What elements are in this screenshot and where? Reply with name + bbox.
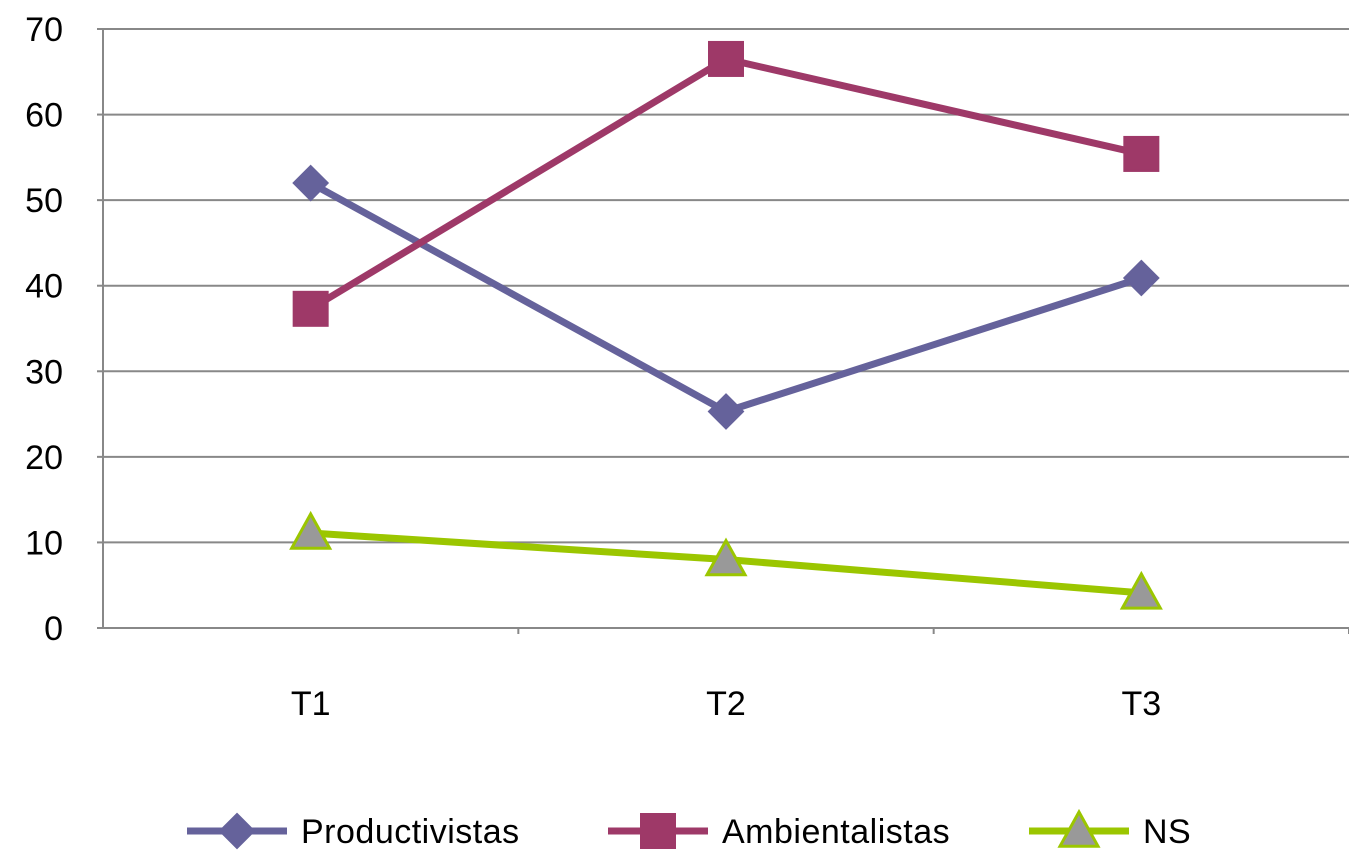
point-productivistas-t2-diamond-marker (707, 393, 745, 430)
y-tick-label: 50 (25, 182, 63, 220)
point-ns-t2-triangle-marker (704, 537, 748, 577)
point-productivistas-t3-diamond-marker (1122, 259, 1160, 297)
point-ambientalistas-t1-square-marker (292, 290, 329, 327)
point-ambientalistas-t2-square-marker (708, 40, 744, 77)
x-tick-label-t2: T2 (706, 685, 746, 723)
series-ambientalistas (292, 40, 1160, 327)
y-tick-label: 20 (25, 439, 63, 477)
point-ambientalistas-t3-square-marker (1123, 135, 1160, 172)
series-lines (289, 40, 1163, 610)
series-line-ambientalistas (307, 55, 1145, 313)
x-tick-label-t1: T1 (291, 685, 331, 723)
y-tick-label: 60 (25, 97, 63, 135)
legend-ns-triangle-marker (1057, 808, 1101, 848)
legend-productivistas-diamond-marker (218, 812, 256, 850)
y-tick-label: 30 (25, 353, 63, 391)
legend-label-ambientalistas: Ambientalistas (722, 813, 950, 851)
point-productivistas-t1-diamond-marker (292, 164, 330, 202)
legend-item-ambientalistas: Ambientalistas (608, 813, 950, 851)
y-tick-label: 10 (25, 524, 63, 562)
series-productivistas (292, 164, 1160, 430)
gridlines (103, 28, 1349, 544)
legend-item-ns: NS (1029, 808, 1191, 851)
y-tick-label: 70 (25, 11, 63, 49)
legend-item-productivistas: Productivistas (187, 812, 520, 851)
x-axis-tick-labels: T1 T2 T3 (291, 685, 1161, 723)
point-ns-t3-triangle-marker (1119, 570, 1163, 610)
y-axis-tick-labels: 0 10 20 30 40 50 60 70 (25, 11, 63, 648)
y-tick-label: 0 (44, 610, 63, 648)
legend-label-productivistas: Productivistas (301, 813, 520, 851)
y-tick-label: 40 (25, 268, 63, 306)
legend-ambientalistas-square-marker (640, 813, 676, 849)
point-ns-t1-triangle-marker (289, 510, 333, 550)
legend-label-ns: NS (1143, 813, 1191, 851)
axes (97, 28, 1349, 634)
series-line-productivistas (307, 179, 1145, 416)
series-ns (289, 510, 1163, 610)
x-tick-label-t3: T3 (1121, 685, 1161, 723)
legend: Productivistas Ambientalistas NS (187, 808, 1191, 851)
